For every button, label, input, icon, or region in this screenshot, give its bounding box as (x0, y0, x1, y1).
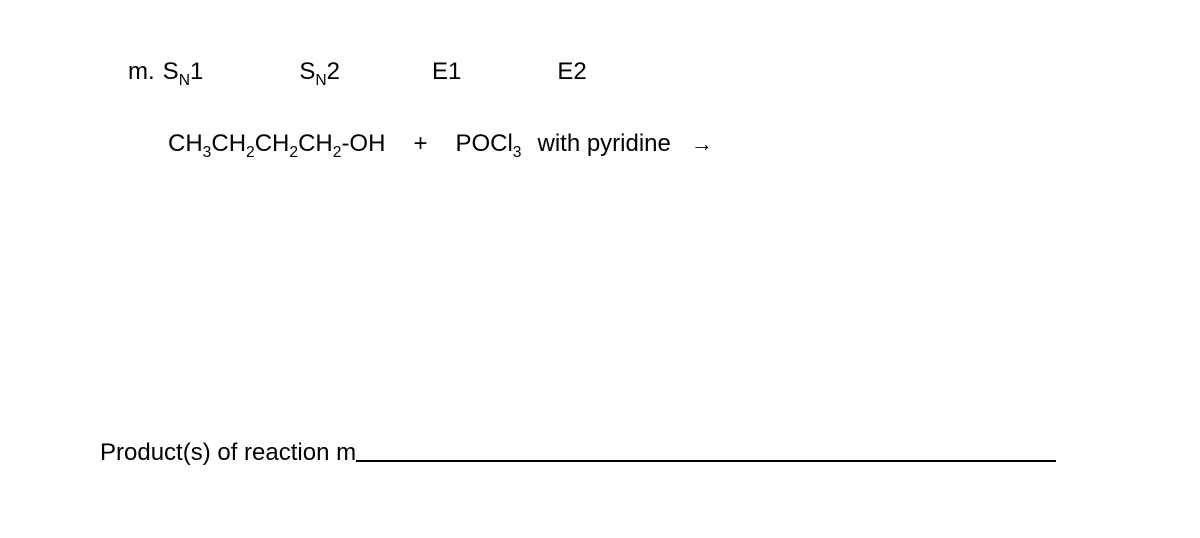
f-sub: 2 (289, 144, 298, 161)
reaction-row: CH3CH2CH2CH2-OH + POCl3 with pyridine → (168, 130, 1200, 162)
f-part: CH (255, 130, 290, 157)
f-part: CH (168, 130, 203, 157)
option-e1: E1 (432, 58, 461, 86)
f-part: POCl (455, 130, 512, 157)
worksheet-page: m. SN1 SN2 E1 E2 CH3CH2CH2CH2-OH + POCl3… (0, 0, 1200, 538)
reagent-2-formula: POCl3 (455, 130, 521, 162)
answer-blank-line[interactable] (356, 434, 1056, 462)
reaction-conditions: with pyridine (537, 130, 670, 158)
reagent-1-formula: CH3CH2CH2CH2-OH (168, 130, 385, 162)
plus-sign: + (413, 130, 427, 158)
sn1-sub: N (179, 72, 190, 89)
option-e2: E2 (557, 58, 586, 86)
f-sub: 2 (246, 144, 255, 161)
sn2-num: 2 (327, 58, 340, 85)
f-part: CH (298, 130, 333, 157)
option-sn1: SN1 (163, 58, 204, 90)
sn2-sub: N (315, 72, 326, 89)
mechanism-options-row: m. SN1 SN2 E1 E2 (128, 58, 1200, 90)
option-sn2: SN2 (299, 58, 340, 90)
reaction-arrow: → (691, 131, 713, 157)
product-answer-row: Product(s) of reaction m (100, 432, 1056, 467)
f-part: CH (211, 130, 246, 157)
sn1-base: S (163, 58, 179, 85)
question-label: m. (128, 58, 155, 86)
f-sub: 3 (513, 144, 522, 161)
product-prompt-text: Product(s) of reaction m (100, 439, 356, 467)
sn2-base: S (299, 58, 315, 85)
sn1-num: 1 (190, 58, 203, 85)
f-part: -OH (341, 130, 385, 157)
